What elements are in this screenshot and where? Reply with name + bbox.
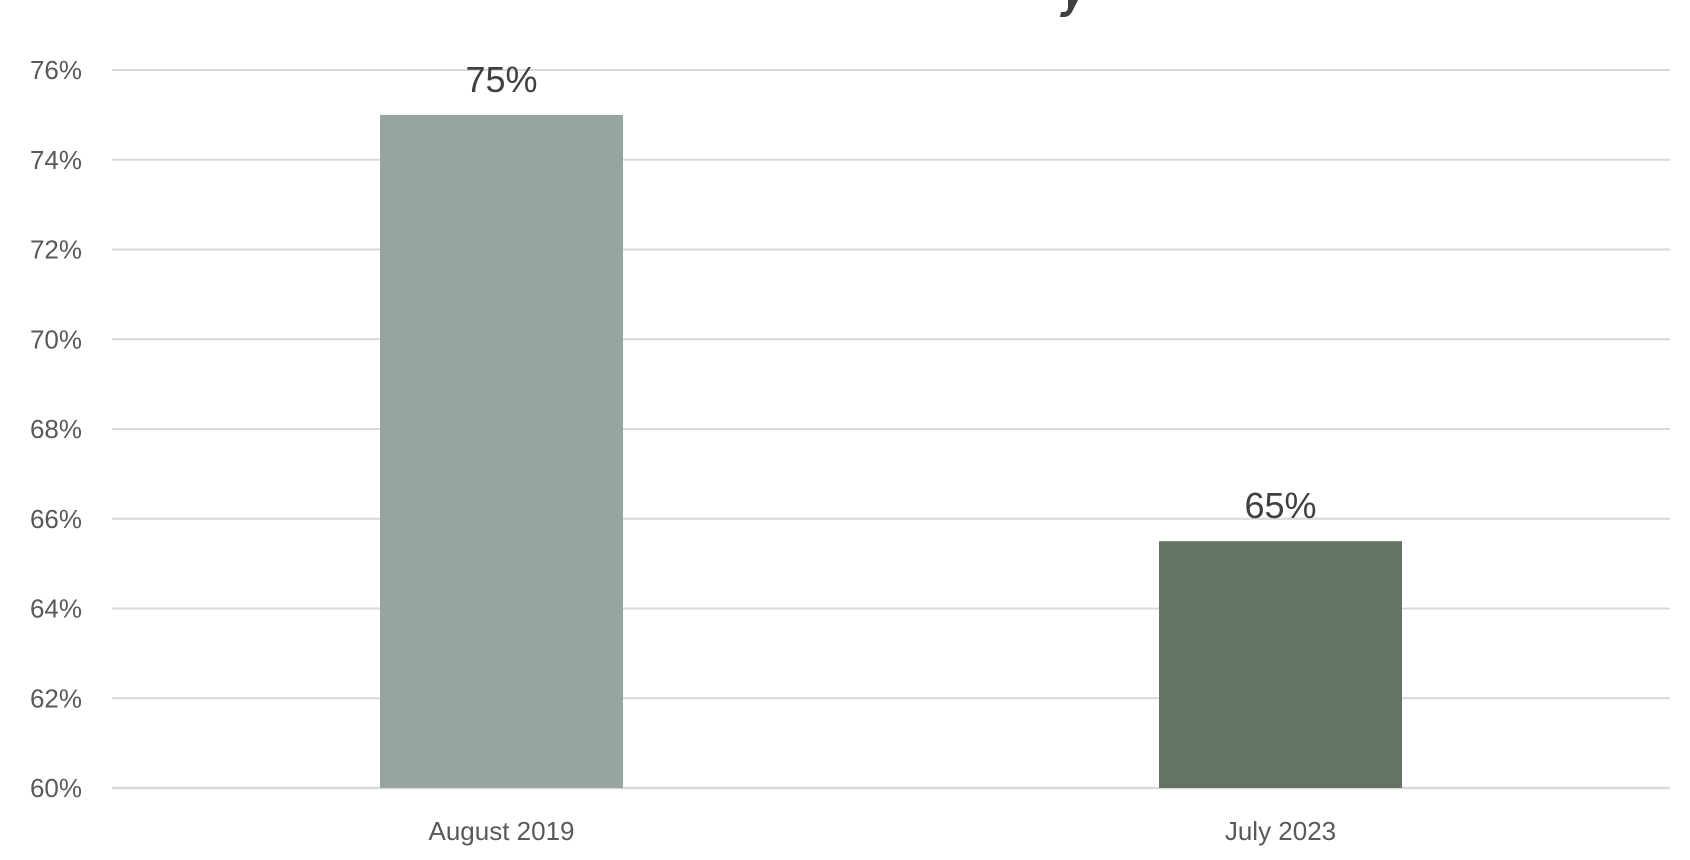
y-tick-label: 70%	[30, 324, 82, 354]
y-tick-label: 72%	[30, 235, 82, 265]
y-tick-label: 62%	[30, 683, 82, 713]
title-descender-glyph	[1060, 0, 1078, 17]
y-tick-label: 60%	[30, 773, 82, 803]
bar-july-2023	[1159, 541, 1402, 788]
y-tick-label: 66%	[30, 504, 82, 534]
data-labels: 75% 65%	[465, 59, 1316, 526]
y-tick-label: 76%	[30, 55, 82, 85]
gridlines	[112, 69, 1670, 790]
y-tick-label: 74%	[30, 145, 82, 175]
category-label: July 2023	[1225, 816, 1336, 846]
x-axis-category-labels: August 2019 July 2023	[428, 816, 1336, 846]
data-label: 75%	[465, 59, 537, 100]
bar-august-2019	[380, 114, 623, 788]
y-axis-tick-labels: 60% 62% 64% 66% 68% 70% 72% 74% 76%	[30, 55, 82, 803]
y-tick-label: 68%	[30, 414, 82, 444]
data-label: 65%	[1244, 485, 1316, 526]
category-label: August 2019	[428, 816, 574, 846]
y-tick-label: 64%	[30, 594, 82, 624]
bars	[380, 114, 1402, 788]
chart-title-fragment	[1060, 0, 1078, 17]
